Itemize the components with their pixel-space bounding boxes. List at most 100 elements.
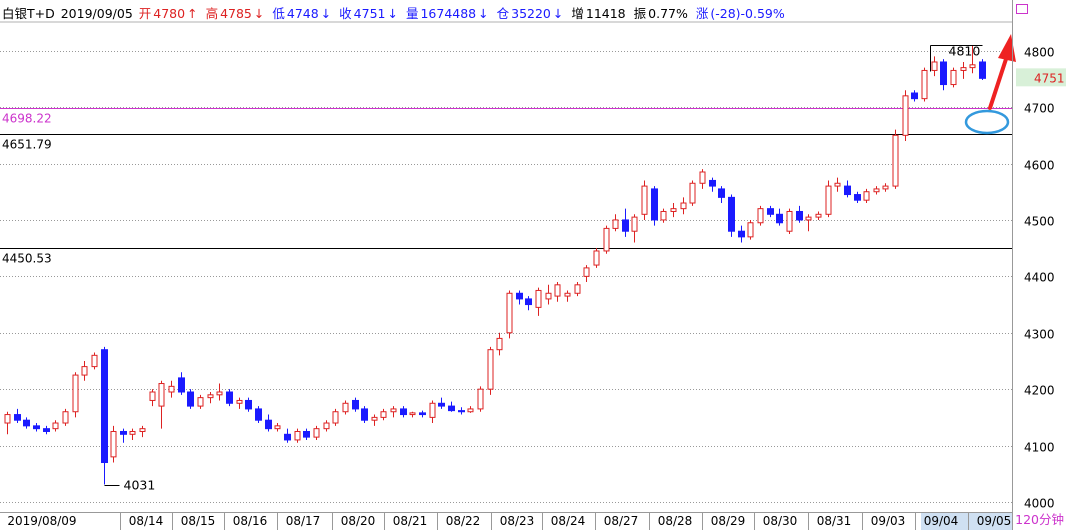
candle xyxy=(265,414,272,432)
low-number: 4748 xyxy=(286,6,319,21)
candle-body xyxy=(844,185,851,196)
candle xyxy=(969,45,976,74)
candle-body xyxy=(380,411,387,418)
candle xyxy=(825,180,832,218)
candle xyxy=(438,397,445,409)
window-toggle-icon[interactable] xyxy=(1016,4,1028,14)
candle xyxy=(931,56,938,77)
close-label: 收 xyxy=(339,6,352,21)
high-number: 4785 xyxy=(220,6,252,21)
open-value: 开 4780 ↑ xyxy=(139,6,200,21)
candle-body xyxy=(574,284,581,294)
candle xyxy=(757,205,764,226)
oi-change-value: 增 11418 xyxy=(571,6,627,21)
candle-body xyxy=(178,377,185,393)
candle xyxy=(448,401,455,412)
candle xyxy=(371,414,378,426)
y-tick-label: 4500 xyxy=(1024,215,1055,229)
candle xyxy=(303,428,310,440)
amplitude-value: 振 0.77% xyxy=(634,6,690,21)
candle-body xyxy=(902,95,909,136)
candle xyxy=(651,186,658,226)
candle-body xyxy=(776,213,783,224)
header-date: 2019/09/05 xyxy=(60,6,133,21)
oi-number: 35220 xyxy=(511,6,551,21)
open-interest-value: 仓 35220 ↓ xyxy=(497,6,566,21)
candle-body xyxy=(631,216,638,232)
candle-body xyxy=(467,408,474,413)
red-arrow-icon xyxy=(988,34,1016,110)
candle-body xyxy=(950,69,957,86)
candle-body xyxy=(747,222,754,238)
candle xyxy=(168,380,175,398)
reference-line-label: 4450.53 xyxy=(2,252,52,266)
candle xyxy=(854,191,861,204)
candle-body xyxy=(593,250,600,266)
candle xyxy=(429,400,436,424)
candle-body xyxy=(265,419,272,430)
candle xyxy=(409,411,416,418)
arrow-down-icon: ↓ xyxy=(552,6,564,21)
candle-body xyxy=(458,410,465,413)
candle xyxy=(882,183,889,192)
candle-body xyxy=(120,430,127,435)
candle-body xyxy=(931,61,938,71)
candle-body xyxy=(342,402,349,413)
candle-body xyxy=(72,374,79,413)
candle xyxy=(535,287,542,316)
candle-body xyxy=(786,210,793,232)
y-tick-label: 4000 xyxy=(1024,497,1055,511)
candle-body xyxy=(796,210,803,221)
candle-body xyxy=(129,430,136,435)
candle-body xyxy=(564,292,571,297)
candle-body xyxy=(525,298,532,306)
candle-body xyxy=(767,208,774,215)
x-tick-label: 08/20 xyxy=(341,514,376,528)
candle-body xyxy=(168,385,175,393)
candle xyxy=(101,346,108,485)
candle-body xyxy=(545,292,552,300)
candle-body xyxy=(738,230,745,238)
arrow-down-icon: ↓ xyxy=(387,6,398,21)
candle xyxy=(583,265,590,282)
candle-body xyxy=(718,188,725,198)
candle-body xyxy=(303,430,310,438)
candle xyxy=(245,397,252,412)
y-tick-label: 4400 xyxy=(1024,271,1055,285)
candle xyxy=(574,281,581,297)
candle xyxy=(940,59,947,91)
candle xyxy=(458,407,465,415)
high-marker-label: 4810 xyxy=(949,44,981,59)
period-label[interactable]: 120分钟 xyxy=(1015,512,1064,527)
x-tick-label: 08/16 xyxy=(233,514,268,528)
candle-body xyxy=(33,425,40,430)
candle-body xyxy=(294,430,301,441)
change-value: 涨 (-28)-0.59% xyxy=(696,6,787,21)
candle xyxy=(477,386,484,412)
symbol-name: 白银T+D xyxy=(2,6,55,21)
candle xyxy=(709,177,716,192)
candle xyxy=(786,208,793,235)
candle-body xyxy=(187,391,194,407)
candle xyxy=(960,61,967,79)
candle xyxy=(62,408,69,426)
annotations-layer: 4810 4031 xyxy=(104,34,1016,493)
x-tick-label: 08/15 xyxy=(181,514,216,528)
candle-body xyxy=(709,179,716,187)
y-tick-label: 4200 xyxy=(1024,384,1055,398)
candle-body xyxy=(882,185,889,190)
candle xyxy=(255,406,262,424)
x-tick-label: 08/22 xyxy=(446,514,481,528)
candle-body xyxy=(448,405,455,412)
candle xyxy=(487,346,494,395)
volume-label: 量 xyxy=(405,6,419,21)
candle xyxy=(332,408,339,426)
candle xyxy=(525,296,532,311)
candle xyxy=(747,219,754,240)
candle xyxy=(52,420,59,432)
candle-body xyxy=(438,402,445,407)
high-label: 高 xyxy=(205,6,219,21)
candle-body xyxy=(805,216,812,221)
candle-body xyxy=(940,61,947,86)
